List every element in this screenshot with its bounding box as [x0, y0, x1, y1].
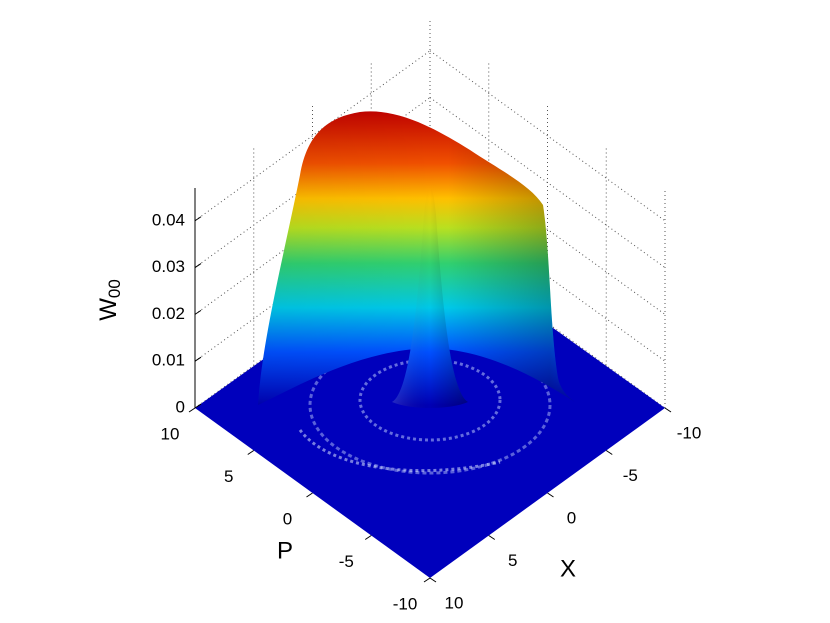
z-label-main: W	[95, 298, 122, 321]
y-tick-label: 0	[283, 509, 292, 528]
z-grid-line	[429, 97, 666, 268]
z-tick	[194, 216, 202, 222]
surface	[195, 111, 665, 578]
x-tick	[488, 535, 496, 540]
x-tick	[429, 577, 437, 583]
z-tick-label: 0.04	[152, 210, 185, 229]
z-tick	[194, 309, 202, 315]
plateau-shade	[258, 111, 575, 406]
y-tick	[188, 407, 196, 413]
z-tick-label: 0	[176, 397, 185, 416]
x-tick-label: 0	[567, 508, 576, 527]
z-grid-line	[194, 237, 431, 409]
ring-front	[298, 429, 501, 473]
z-grid-line	[194, 143, 431, 315]
x-tick	[664, 407, 672, 413]
z-grid-line	[194, 190, 431, 362]
axes: 0 0.01 0.02 0.03 0.04 -10 -5 0 5 10 -10 -5 0 5 10	[152, 188, 701, 613]
x-axis-label: X	[560, 555, 576, 582]
x-tick-label: 10	[445, 593, 464, 612]
x-tick-label: -5	[623, 466, 638, 485]
z-grid-line	[429, 50, 666, 222]
y-axis-label: P	[277, 537, 293, 564]
z-grid-line	[194, 50, 431, 222]
ring	[358, 358, 502, 442]
x-tick-label: 5	[508, 551, 517, 570]
y-tick	[247, 450, 255, 455]
y-tick-label: 5	[224, 467, 233, 486]
z-tick-label: 0.01	[152, 351, 185, 370]
z-tick-label: 0.03	[152, 257, 185, 276]
y-tick	[306, 492, 313, 498]
z-grid-line	[194, 97, 431, 268]
z-label-sub: 00	[105, 279, 124, 298]
x-tick-label: -10	[677, 423, 702, 442]
y-tick-label: -5	[339, 552, 354, 571]
y-tick-label: 10	[161, 424, 180, 443]
y-tick	[364, 535, 372, 540]
y-tick	[423, 577, 431, 583]
x-tick	[547, 492, 554, 498]
z-tick	[194, 263, 202, 268]
z-tick	[194, 356, 202, 362]
x-tick	[605, 450, 613, 455]
z-tick-label: 0.02	[152, 304, 185, 323]
z-tick	[194, 403, 202, 409]
peak-shade	[392, 188, 468, 408]
y-tick-label: -10	[393, 594, 418, 613]
z-axis-label: W00	[95, 279, 124, 321]
